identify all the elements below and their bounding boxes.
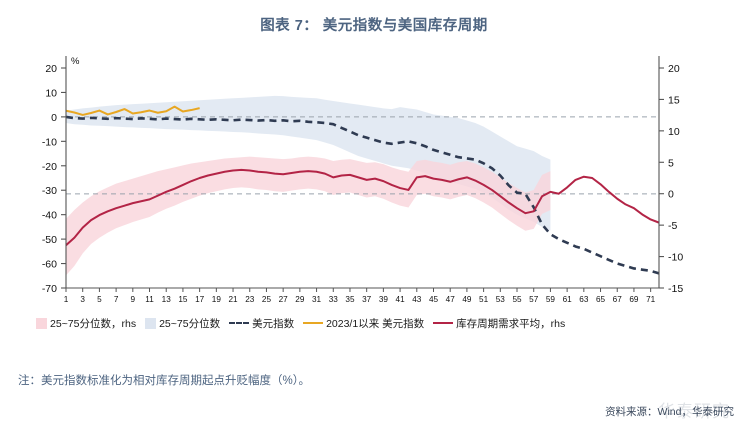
legend-item[interactable]: 25~75分位数，rhs: [36, 316, 136, 331]
legend-label: 美元指数: [252, 318, 295, 330]
x-axis-tick-label: 65: [596, 295, 606, 304]
x-axis-tick-label: 45: [429, 295, 439, 304]
left-axis-tick-label: 20: [45, 63, 57, 75]
page-title: 图表 7： 美元指数与美国库存周期: [260, 18, 488, 34]
right-axis-tick-label: 15: [668, 94, 680, 106]
x-axis-tick-label: 1: [64, 295, 69, 304]
left-axis-tick-label: -70: [42, 283, 57, 295]
x-axis-tick-label: 33: [329, 295, 339, 304]
x-axis-tick-label: 29: [295, 295, 305, 304]
x-axis-tick-label: 17: [195, 295, 205, 304]
x-axis-tick-label: 19: [212, 295, 222, 304]
x-axis-tick-label: 61: [563, 295, 573, 304]
right-axis-tick-label: 10: [668, 126, 680, 138]
left-axis-tick-label: -40: [42, 210, 57, 222]
legend-label: 25~75分位数: [159, 318, 221, 330]
left-axis-tick-label: -20: [42, 161, 57, 173]
x-axis-tick-label: 39: [379, 295, 389, 304]
right-axis-tick-label: -10: [668, 252, 683, 264]
x-axis-tick-label: 23: [245, 295, 255, 304]
x-axis-tick-label: 37: [362, 295, 372, 304]
x-axis-tick-label: 31: [312, 295, 322, 304]
x-axis-tick-label: 3: [80, 295, 85, 304]
chart-source: 资料来源：Wind，华泰研究: [605, 406, 734, 418]
x-axis-tick-label: 49: [462, 295, 472, 304]
chart-note: 注：美元指数标准化为相对库存周期起点升贬幅度（%）。: [18, 375, 310, 387]
right-axis-tick-label: 5: [668, 157, 674, 169]
x-axis-tick-label: 69: [629, 295, 639, 304]
series-band: [66, 156, 551, 276]
x-axis-tick-label: 53: [496, 295, 506, 304]
right-axis-tick-label: -5: [668, 220, 677, 232]
x-axis-tick-label: 7: [114, 295, 119, 304]
x-axis-tick-label: 43: [412, 295, 422, 304]
series-line: [66, 168, 659, 246]
legend-dashed-swatch: [229, 321, 250, 324]
x-axis-tick-label: 63: [579, 295, 589, 304]
x-axis-tick-label: 13: [162, 295, 172, 304]
x-axis-tick-label: 47: [446, 295, 456, 304]
x-axis-tick-label: 55: [512, 295, 522, 304]
series-line: [66, 115, 659, 275]
right-axis-tick-label: 0: [668, 189, 674, 201]
legend-label: 库存周期需求平均，rhs: [456, 318, 566, 330]
x-axis-tick-label: 5: [97, 295, 102, 304]
chart-legend: 25~75分位数，rhs 25~75分位数 美元指数 2023/1以来 美元指数 库存周…: [36, 316, 712, 331]
series-band: [66, 95, 551, 231]
left-axis-tick-label: -60: [42, 259, 57, 271]
x-axis-tick-label: 57: [529, 295, 539, 304]
x-axis-tick-label: 9: [131, 295, 136, 304]
x-axis-tick-label: 25: [262, 295, 272, 304]
legend-band-swatch: [145, 318, 157, 329]
y-axis-unit-label: %: [71, 56, 80, 67]
x-axis-tick-label: 67: [613, 295, 623, 304]
x-axis-tick-label: 21: [228, 295, 238, 304]
x-axis-tick-label: 15: [178, 295, 188, 304]
x-axis-tick-label: 35: [345, 295, 355, 304]
chart-plot-area: 20100-10-20-30-40-50-60-7020151050-5-10-…: [42, 56, 683, 304]
legend-line-swatch: [433, 321, 454, 324]
legend-item[interactable]: 2023/1以来 美元指数: [303, 316, 424, 331]
left-axis-tick-label: -10: [42, 136, 57, 148]
left-axis-tick-label: 0: [51, 112, 57, 124]
left-axis-tick-label: 10: [45, 87, 57, 99]
x-axis-tick-label: 59: [546, 295, 556, 304]
x-axis-tick-label: 11: [145, 295, 154, 304]
line-group: [66, 105, 659, 275]
legend-line-swatch: [303, 321, 324, 324]
left-axis-tick-label: -50: [42, 234, 57, 246]
legend-label: 2023/1以来 美元指数: [326, 318, 425, 330]
legend-item[interactable]: 美元指数: [229, 316, 294, 331]
x-axis-tick-label: 51: [479, 295, 489, 304]
right-axis-tick-label: -15: [668, 283, 683, 295]
x-axis-tick-label: 71: [646, 295, 656, 304]
right-axis-tick-label: 20: [668, 63, 680, 75]
x-axis-tick-label: 27: [279, 295, 289, 304]
band-group: [66, 95, 551, 276]
legend-label: 25~75分位数，rhs: [50, 318, 137, 330]
legend-item[interactable]: 25~75分位数: [145, 316, 220, 331]
x-axis-tick-label: 41: [396, 295, 406, 304]
legend-band-swatch: [36, 318, 47, 329]
series-line: [66, 105, 200, 116]
legend-item[interactable]: 库存周期需求平均，rhs: [433, 316, 565, 331]
left-axis-tick-label: -30: [42, 185, 57, 197]
